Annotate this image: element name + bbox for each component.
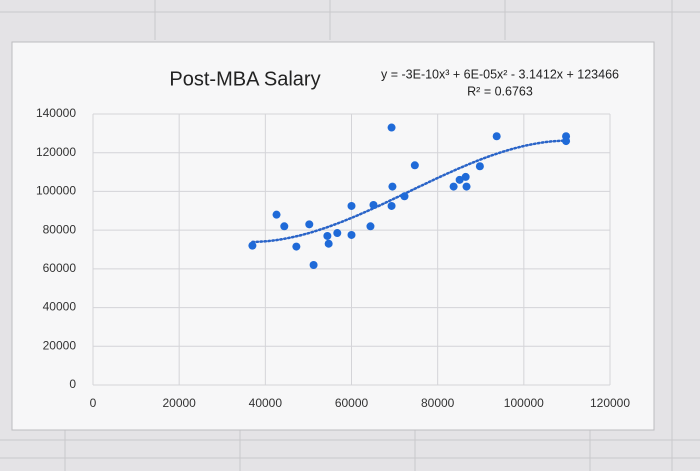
point (292, 242, 301, 251)
y-tick-label: 140000 (36, 106, 76, 120)
y-tick-label: 0 (69, 377, 76, 391)
x-tick-label: 40000 (249, 396, 283, 410)
point (462, 182, 471, 191)
x-tick-label: 80000 (421, 396, 455, 410)
point (309, 260, 318, 269)
y-tick-label: 120000 (36, 145, 76, 159)
y-tick-label: 60000 (43, 261, 77, 275)
point (455, 175, 464, 184)
point (324, 239, 333, 248)
y-tick-label: 100000 (36, 184, 76, 198)
trendline (251, 139, 568, 244)
r-squared: R² = 0.6763 (467, 84, 533, 98)
point (366, 222, 375, 231)
point (305, 220, 314, 229)
y-tick-label: 80000 (43, 222, 77, 236)
x-tick-label: 20000 (162, 396, 196, 410)
point (449, 182, 458, 191)
y-tick-label: 20000 (43, 338, 77, 352)
point (387, 201, 396, 210)
point (272, 210, 281, 219)
x-tick-label: 100000 (504, 396, 544, 410)
chart-title: Post-MBA Salary (169, 68, 320, 90)
trendline-equation: y = -3E-10x³ + 6E-05x² - 3.1412x + 12346… (381, 67, 619, 81)
point (248, 241, 257, 250)
y-tick-label: 40000 (43, 300, 77, 314)
point (388, 182, 397, 191)
point (323, 231, 332, 240)
point (333, 229, 342, 238)
point (475, 162, 484, 171)
chart-area (11, 41, 655, 431)
point (369, 200, 378, 209)
point (280, 222, 289, 231)
point (347, 230, 356, 239)
point (562, 137, 571, 146)
point (461, 172, 470, 181)
point (347, 201, 356, 210)
point (387, 123, 396, 132)
point (410, 161, 419, 170)
x-tick-label: 0 (90, 396, 97, 410)
x-tick-label: 60000 (335, 396, 369, 410)
x-tick-label: 120000 (590, 396, 630, 410)
point (400, 192, 409, 201)
point (492, 132, 501, 141)
